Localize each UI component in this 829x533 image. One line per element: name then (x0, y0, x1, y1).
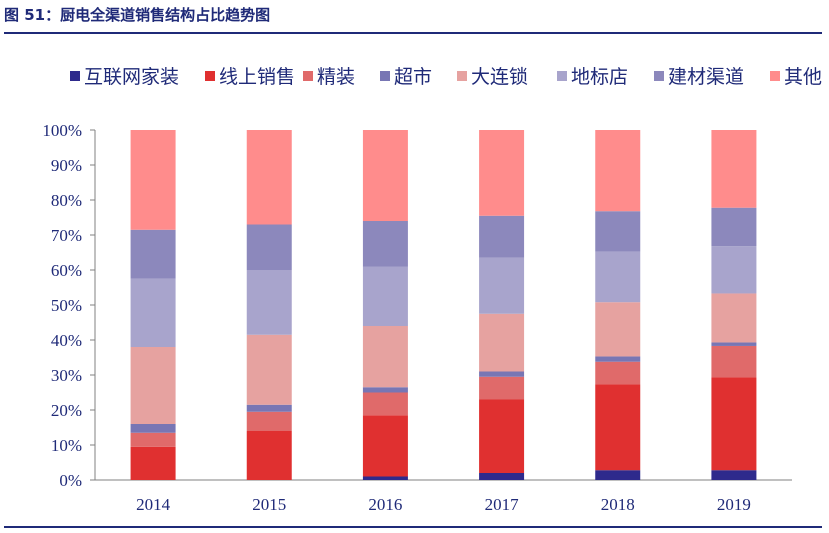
bar-2019-series-1 (711, 377, 757, 471)
bar-2016-series-1 (362, 415, 408, 477)
bar-2018-series-5 (595, 251, 641, 303)
x-tick-label-3: 2017 (485, 495, 520, 514)
legend-swatch-3 (380, 71, 390, 81)
bar-2018-series-6 (595, 211, 641, 252)
bar-2019-series-0 (711, 470, 757, 480)
y-tick-label-5: 50% (51, 296, 82, 315)
y-tick-label-7: 70% (51, 226, 82, 245)
legend-swatch-1 (205, 71, 215, 81)
x-tick-label-5: 2019 (717, 495, 751, 514)
legend-swatch-2 (303, 71, 313, 81)
bar-2019-series-5 (711, 246, 757, 294)
bar-2018-series-2 (595, 361, 641, 385)
bar-2017-series-1 (479, 399, 525, 473)
bar-2017-series-6 (479, 215, 525, 258)
bar-2018-series-1 (595, 384, 641, 471)
x-axis: 2014 2015 2016 2017 2018 2019 (95, 479, 792, 514)
bottom-rule (4, 526, 822, 528)
figure-title: 图 51：厨电全渠道销售结构占比趋势图 (4, 6, 271, 24)
bar-2018-series-7 (595, 130, 641, 212)
bar-2017-series-5 (479, 257, 525, 314)
bar-2017-series-0 (479, 473, 525, 480)
bar-2019-series-3 (711, 342, 757, 346)
x-tick-label-0: 2014 (136, 495, 171, 514)
x-tick-label-4: 2018 (601, 495, 635, 514)
bar-2017-series-7 (479, 130, 525, 216)
bar-2016-series-0 (362, 476, 408, 480)
legend-swatch-7 (770, 71, 780, 81)
y-tick-label-8: 80% (51, 191, 82, 210)
bar-2016-series-7 (362, 130, 408, 221)
bar-2015-series-1 (246, 431, 292, 480)
y-tick-label-10: 100% (42, 121, 82, 140)
bar-2014-series-4 (130, 347, 176, 424)
legend-swatch-6 (654, 71, 664, 81)
bar-2019-series-2 (711, 345, 757, 378)
bar-2014-series-1 (130, 446, 176, 480)
bar-2019-series-7 (711, 130, 757, 208)
legend-swatch-5 (557, 71, 567, 81)
bars (130, 130, 757, 480)
legend-swatch-4 (457, 71, 467, 81)
stacked-bar-chart: 互联网家装 线上销售 精装 超市 大连锁 地标店 建材渠道 其他 0% 10% 20% 30% 40%… (42, 66, 822, 514)
y-axis: 0% 10% 20% 30% 40% 50% 60% 70% 80% 90% 100% (42, 121, 96, 490)
y-tick-label-3: 30% (51, 366, 82, 385)
bar-2014-series-5 (130, 278, 176, 347)
bar-2018-series-0 (595, 470, 641, 480)
bar-2015-series-7 (246, 130, 292, 225)
legend-label-4: 大连锁 (471, 66, 528, 88)
bar-2014-series-3 (130, 424, 176, 433)
legend-label-7: 其他 (784, 66, 822, 88)
bar-2015-series-6 (246, 224, 292, 270)
legend-swatch-0 (70, 71, 80, 81)
bar-2019-series-6 (711, 207, 757, 247)
bar-2019-series-4 (711, 293, 757, 343)
chart-legend: 互联网家装 线上销售 精装 超市 大连锁 地标店 建材渠道 其他 (70, 66, 822, 88)
bar-2016-series-6 (362, 221, 408, 267)
bar-2016-series-3 (362, 387, 408, 393)
bar-2016-series-2 (362, 392, 408, 416)
legend-label-6: 建材渠道 (668, 66, 744, 88)
y-tick-label-0: 0% (59, 471, 82, 490)
legend-label-5: 地标店 (571, 66, 628, 88)
bar-2016-series-4 (362, 326, 408, 388)
bar-2014-series-7 (130, 130, 176, 230)
y-tick-label-4: 40% (51, 331, 82, 350)
y-tick-label-6: 60% (51, 261, 82, 280)
y-tick-label-2: 20% (51, 401, 82, 420)
bar-2016-series-5 (362, 266, 408, 326)
bar-2018-series-3 (595, 356, 641, 362)
legend-label-1: 线上销售 (219, 66, 295, 88)
bar-2015-series-3 (246, 404, 292, 412)
bar-2017-series-2 (479, 376, 525, 400)
bar-2017-series-4 (479, 313, 525, 372)
bar-2017-series-3 (479, 371, 525, 377)
bar-2014-series-2 (130, 432, 176, 447)
bar-2014-series-6 (130, 229, 176, 279)
legend-label-2: 精装 (317, 66, 355, 88)
legend-label-0: 互联网家装 (84, 66, 179, 88)
title-rule (4, 32, 822, 34)
x-tick-label-1: 2015 (252, 495, 286, 514)
bar-2015-series-4 (246, 334, 292, 405)
y-tick-label-9: 90% (51, 156, 82, 175)
bar-2015-series-5 (246, 270, 292, 335)
legend-label-3: 超市 (394, 66, 432, 88)
y-tick-label-1: 10% (51, 436, 82, 455)
x-tick-label-2: 2016 (368, 495, 402, 514)
bar-2015-series-2 (246, 411, 292, 431)
bar-2018-series-4 (595, 302, 641, 357)
